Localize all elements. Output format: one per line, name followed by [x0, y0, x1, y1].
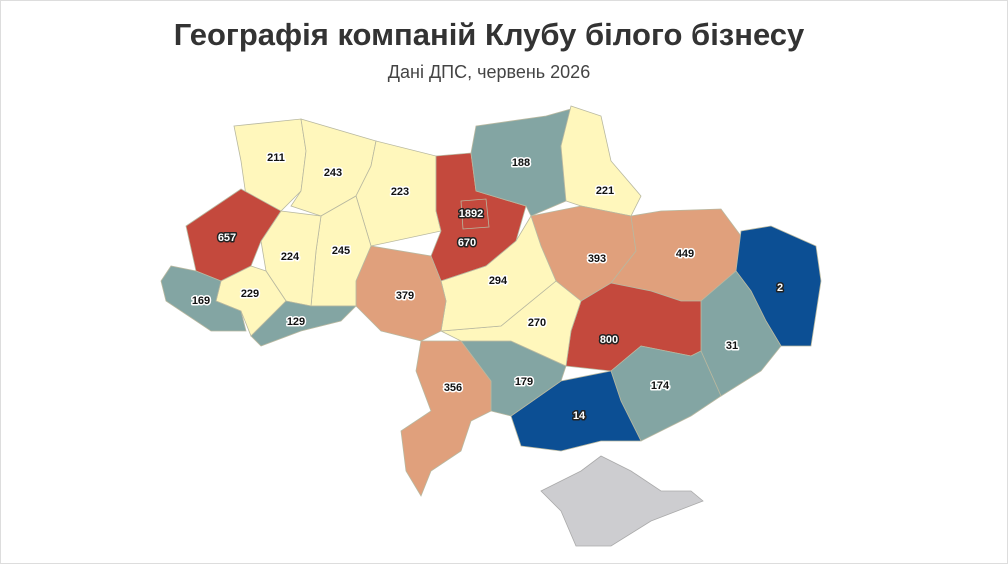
- region-label: 657: [218, 232, 236, 244]
- region-label: 229: [241, 288, 259, 300]
- region-label: 2: [777, 282, 783, 294]
- title: Географія компаній Клубу білого бізнесу: [174, 17, 805, 52]
- region-label: 14: [573, 410, 586, 422]
- region-label: 243: [324, 167, 342, 179]
- region-label: 245: [332, 245, 350, 257]
- region-label: 211: [267, 152, 285, 164]
- crimea: [540, 455, 704, 547]
- region-label: 1892: [459, 208, 483, 220]
- labels: 211 243 223 670 188 221 393 449 2 31 800 174 14 179 27…: [190, 150, 784, 423]
- region-label: 169: [192, 295, 210, 307]
- region: [470, 108, 572, 217]
- region-label: 129: [287, 316, 305, 328]
- region: [560, 105, 642, 217]
- region-label: 179: [515, 376, 533, 388]
- region-label: 224: [281, 251, 300, 263]
- region-label: 31: [726, 340, 738, 352]
- region-label: 294: [489, 275, 508, 287]
- region: [250, 300, 357, 347]
- region: [400, 340, 492, 497]
- region-label: 800: [600, 334, 618, 346]
- region-label: 270: [528, 317, 546, 329]
- region-label: 223: [391, 186, 409, 198]
- region: [460, 198, 490, 230]
- region-label: 670: [458, 237, 476, 249]
- region-label: 188: [512, 157, 530, 169]
- region-label: 221: [596, 185, 614, 197]
- subtitle: Дані ДПС, червень 2026: [388, 62, 590, 82]
- region-label: 393: [588, 253, 606, 265]
- region-label: 174: [651, 380, 670, 392]
- region-label: 379: [396, 290, 414, 302]
- region: [510, 370, 642, 452]
- region-label: 449: [676, 248, 694, 260]
- region-label: 356: [444, 382, 462, 394]
- region: [160, 265, 247, 332]
- regions: [160, 105, 822, 497]
